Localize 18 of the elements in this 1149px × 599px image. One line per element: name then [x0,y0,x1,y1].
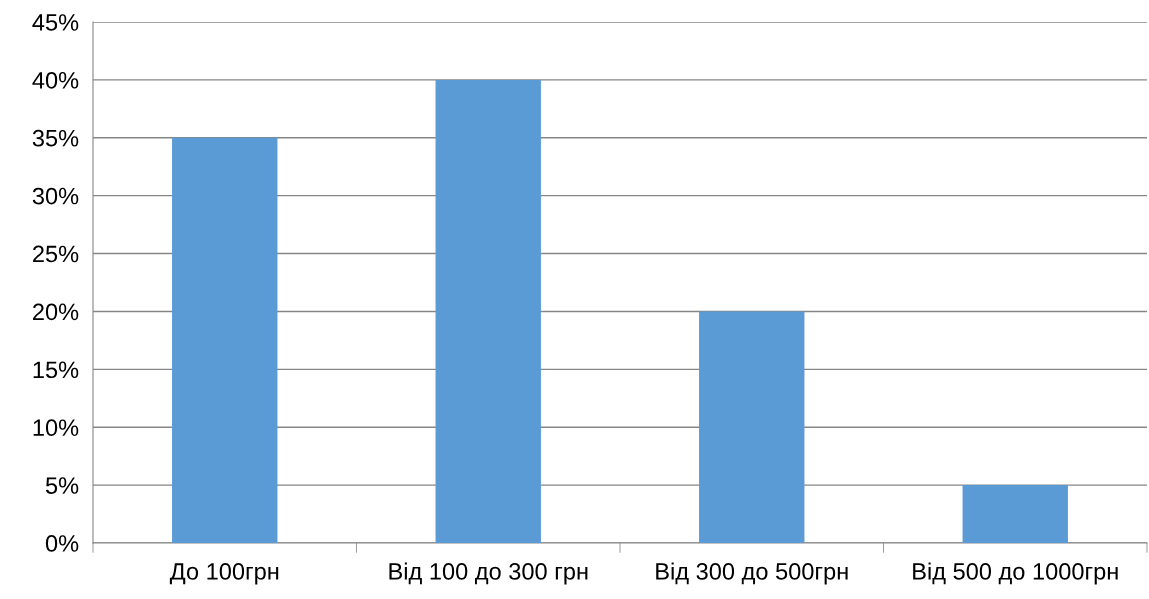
x-tick-label: До 100грн [169,563,279,585]
y-tick-label: 25% [33,245,79,263]
x-tick-label: Від 500 до 1000грн [913,562,1118,585]
y-tick-label: 40% [32,71,79,89]
bar [435,79,541,543]
y-tick-label: 30% [32,187,79,205]
bar [699,311,805,543]
y-tick-label: 35% [32,129,79,147]
y-tick-label: 45% [32,14,79,31]
y-tick-label: 15% [33,361,79,379]
y-tick-label: 20% [33,303,79,321]
y-tick-label: 5% [45,477,79,494]
bar [962,485,1068,543]
x-tick-label: Від 300 до 500грн [656,562,848,585]
y-tick-label: 10% [33,419,79,437]
x-tick-label: Від 100 до 300 грн [389,562,588,585]
bar [172,137,278,543]
y-tick-label: 0% [45,535,79,552]
